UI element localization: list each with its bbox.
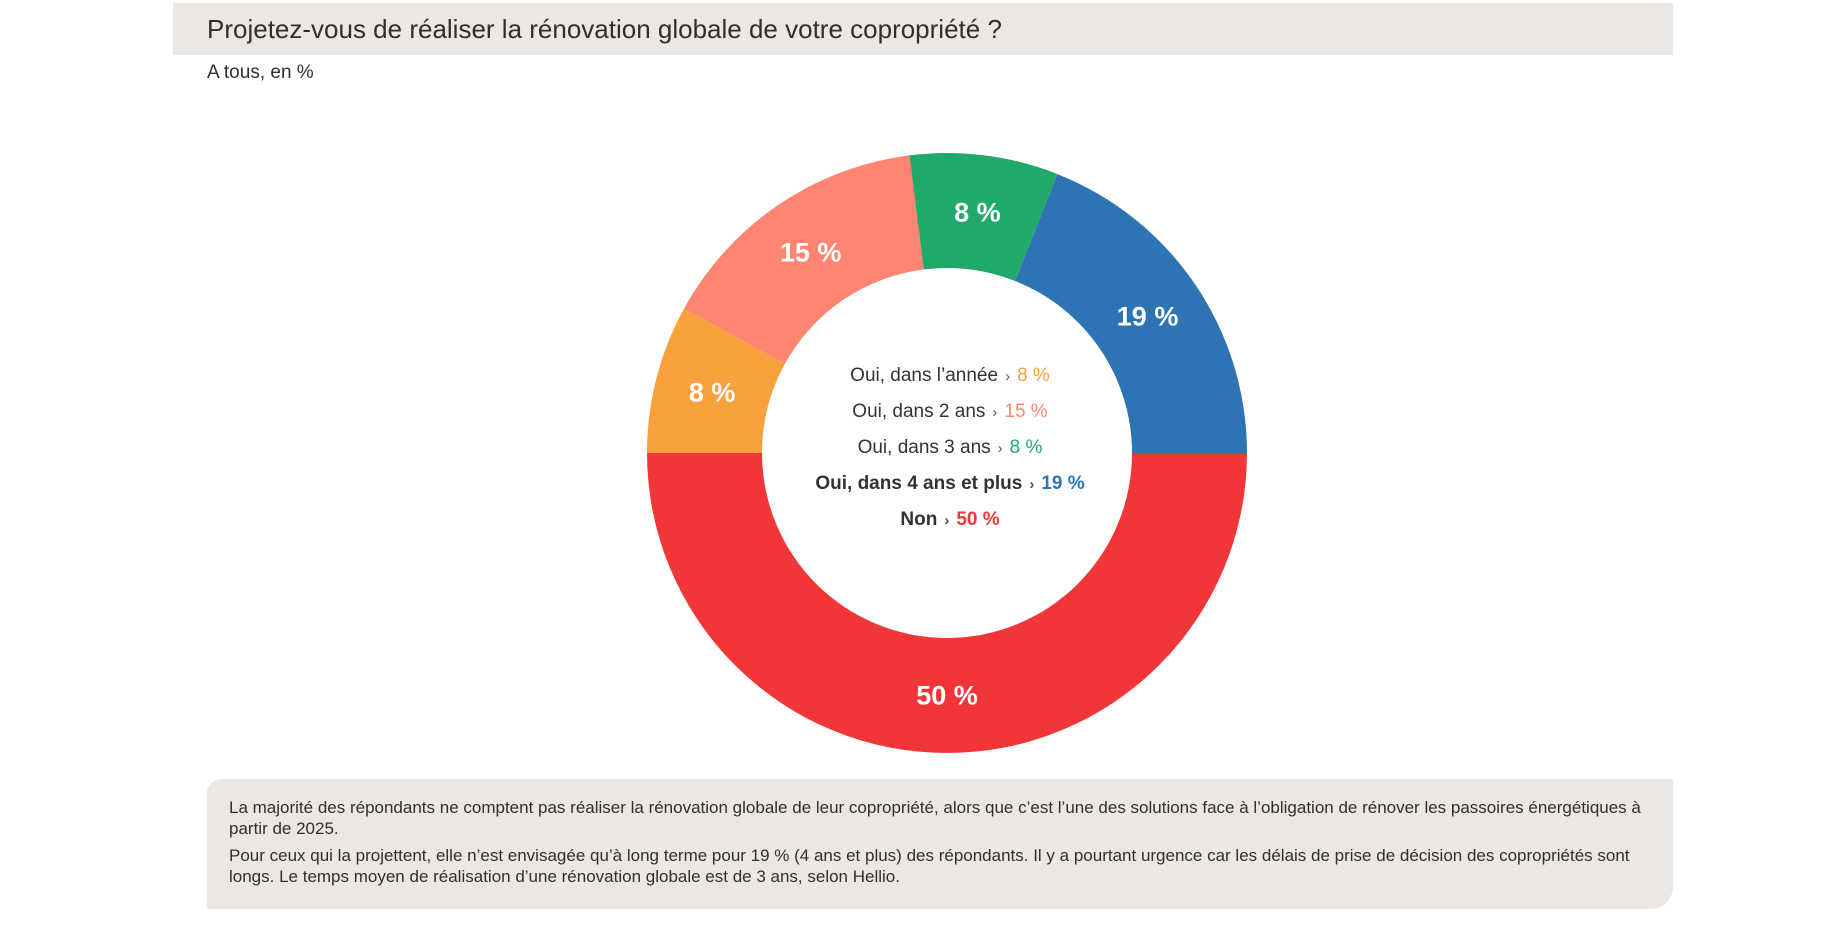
arrow-icon: › [1029, 476, 1035, 493]
legend-label: Non [900, 509, 938, 530]
slice-value-label-4: 50 % [916, 681, 978, 711]
slice-value-label-3: 19 % [1117, 302, 1179, 332]
commentary-paragraph-1: La majorité des répondants ne comptent p… [229, 798, 1641, 838]
donut-slice-4 [647, 453, 1247, 753]
commentary-paragraph-2: Pour ceux qui la projettent, elle n’est … [229, 846, 1630, 886]
commentary-box: La majorité des répondants ne comptent p… [207, 779, 1673, 909]
donut-slice-0 [647, 308, 785, 453]
chart-title: Projetez-vous de réaliser la rénovation … [207, 13, 1002, 44]
center-legend: Oui, dans l’année › 8 % Oui, dans 2 ans › 15… [740, 358, 1160, 538]
slice-value-label-1: 15 % [780, 237, 842, 267]
arrow-icon: › [1005, 368, 1011, 385]
chart-title-bar: Projetez-vous de réaliser la rénovation … [173, 3, 1673, 55]
arrow-icon: › [992, 404, 998, 421]
legend-value: 8 % [1009, 437, 1043, 458]
arrow-icon: › [997, 440, 1003, 457]
arrow-icon: › [944, 512, 950, 529]
chart-subtitle: A tous, en % [207, 62, 314, 83]
legend-item-oui-2-ans: Oui, dans 2 ans › 15 % [740, 394, 1160, 430]
donut-slice-1 [684, 155, 924, 364]
legend-value: 15 % [1004, 401, 1048, 422]
legend-value: 50 % [956, 509, 1000, 530]
legend-item-oui-4-ans-plus: Oui, dans 4 ans et plus › 19 % [740, 466, 1160, 502]
slice-value-label-0: 8 % [689, 378, 736, 408]
slice-value-label-2: 8 % [954, 197, 1001, 227]
legend-value: 8 % [1017, 365, 1050, 386]
legend-item-oui-annee: Oui, dans l’année › 8 % [740, 358, 1160, 394]
legend-item-non: Non › 50 % [740, 502, 1160, 538]
legend-item-oui-3-ans: Oui, dans 3 ans › 8 % [740, 430, 1160, 466]
donut-slice-3 [1015, 174, 1247, 453]
legend-label: Oui, dans 2 ans [852, 401, 986, 422]
legend-label: Oui, dans 3 ans [857, 437, 991, 458]
legend-label: Oui, dans l’année [850, 365, 999, 386]
legend-label: Oui, dans 4 ans et plus [815, 473, 1023, 494]
legend-value: 19 % [1041, 473, 1085, 494]
donut-slice-2 [909, 152, 1058, 281]
